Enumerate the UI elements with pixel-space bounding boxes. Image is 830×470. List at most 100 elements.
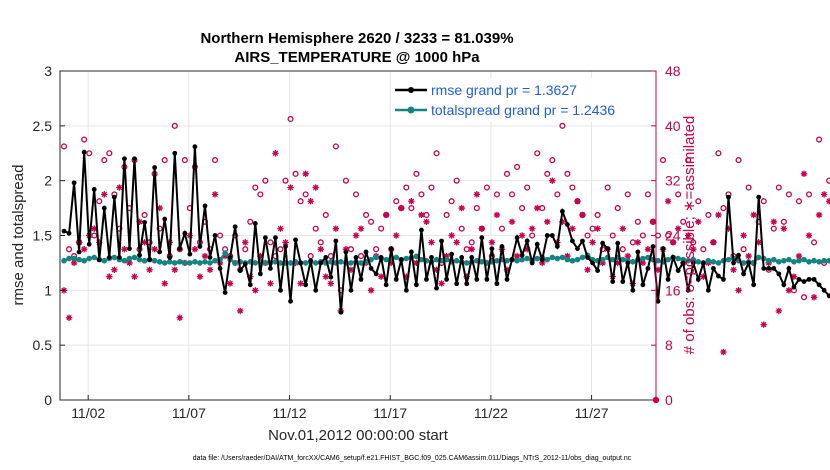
obs-possible-point [66,246,73,253]
obs-assimilated-point [785,287,793,294]
obs-possible-point [247,218,254,225]
obs-possible-point [564,170,571,177]
rmse-point [403,287,409,293]
totalspread-point [373,254,379,261]
x-tick-label: 11/12 [273,405,307,421]
totalspread-point [453,257,460,264]
rmse-point [429,255,434,260]
obs-possible-point [373,246,380,253]
left-tick-label: 2 [44,173,52,189]
rmse-point [434,285,439,291]
obs-assimilated-point [428,239,435,246]
obs-possible-point [217,232,224,239]
obs-possible-point [312,225,319,232]
rmse-point [544,233,550,238]
totalspread-point [665,256,671,263]
obs-possible-point [524,184,531,191]
right-tick-label: 40 [665,118,681,134]
rmse-point [348,287,354,293]
totalspread-point [136,256,143,263]
obs-possible-point [514,163,521,171]
totalspread-point [403,255,410,262]
rmse-point [610,279,616,284]
rmse-point [444,276,449,282]
obs-assimilated-point [740,232,747,239]
totalspread-point [630,259,636,265]
obs-possible-point [519,205,526,212]
right-tick-label: 32 [665,173,681,189]
rmse-point [781,282,787,288]
totalspread-point [549,254,556,261]
obs-possible-point [393,198,400,205]
rmse-point [479,235,485,241]
obs-possible-point [816,136,823,143]
obs-possible-point [740,246,747,253]
rmse-point [373,271,379,277]
obs-possible-point [468,239,475,246]
obs-assimilated-point [282,239,289,246]
obs-possible-point [287,115,294,123]
obs-assimilated-point [579,211,586,219]
rmse-point [398,257,404,263]
obs-possible-point [811,239,818,246]
obs-possible-point [156,225,163,232]
rmse-point [494,281,500,287]
rmse-point [630,287,636,293]
totalspread-point [418,256,425,263]
obs-assimilated-point [513,252,521,260]
x-tick-label: 11/07 [172,405,206,421]
rmse-point [580,238,585,244]
obs-assimilated-point [685,232,692,239]
rmse-point [620,279,626,284]
totalspread-point [776,259,782,265]
obs-possible-point [695,198,702,205]
obs-assimilated-point [403,273,410,280]
rmse-point [262,235,268,241]
rmse-point [695,276,701,282]
rmse-point [645,266,651,271]
obs-possible-point [554,191,561,198]
obs-assimilated-point [458,204,465,212]
obs-assimilated-point [564,252,571,260]
rmse-point [635,249,641,255]
obs-possible-point [262,177,269,184]
obs-possible-point [81,136,88,143]
obs-assimilated-point [70,259,78,267]
rmse-point [514,235,520,241]
rmse-point [776,271,782,277]
right-tick-label: 16 [665,282,681,298]
obs-possible-point [413,170,420,177]
totalspread-point [287,260,294,266]
totalspread-point [252,260,259,266]
obs-assimilated-point [111,266,118,273]
left-tick-label: 1.5 [33,228,53,244]
obs-assimilated-point [644,246,652,253]
obs-assimilated-point [347,266,355,273]
rmse-point [625,260,631,266]
obs-assimilated-point [649,218,657,225]
obs-possible-point [569,184,576,191]
totalspread-point [715,260,722,266]
obs-possible-point [594,211,601,218]
rmse-point [559,208,565,214]
rmse-point [655,298,661,304]
rmse-point [705,287,711,293]
rmse-point [534,241,540,247]
obs-possible-point [614,205,621,212]
obs-possible-point [106,150,113,157]
obs-possible-point [584,232,591,239]
obs-assimilated-point [377,273,385,280]
rmse-point [721,276,726,282]
obs-assimilated-point [106,273,113,280]
rmse-point [408,249,414,255]
totalspread-point [554,255,561,262]
obs-assimilated-point [664,198,672,205]
chart-title-line1: Northern Hemisphere 2620 / 3233 = 81.039… [200,30,513,47]
obs-possible-point [302,191,309,198]
totalspread-point [725,256,732,263]
rmse-point [746,260,752,266]
totalspread-point [781,257,787,264]
totalspread-point [393,254,400,261]
obs-assimilated-point [735,287,742,294]
obs-possible-point [101,157,108,164]
